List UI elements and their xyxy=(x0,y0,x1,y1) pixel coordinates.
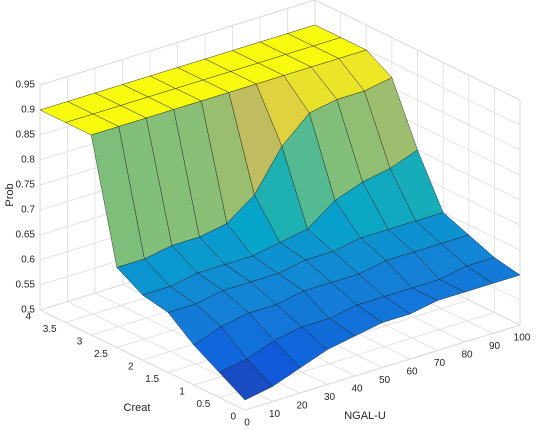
z-tick-label: 0.85 xyxy=(16,130,36,141)
y-tick-label: 3 xyxy=(77,337,83,348)
y-tick-label: 4 xyxy=(25,312,31,323)
x-tick-label: 10 xyxy=(269,409,281,420)
z-tick-label: 0.5 xyxy=(21,305,35,316)
z-tick-label: 0.6 xyxy=(21,255,35,266)
x-axis-label: NGAL-U xyxy=(344,410,386,422)
x-tick-label: 30 xyxy=(324,392,336,403)
y-tick-label: 2 xyxy=(128,362,134,373)
y-tick-label: 1.5 xyxy=(145,374,159,385)
y-tick-label: 2.5 xyxy=(94,349,108,360)
x-tick-label: 40 xyxy=(351,384,363,395)
x-tick-label: 20 xyxy=(296,401,308,412)
z-axis-label: Prob xyxy=(4,183,16,206)
z-tick-label: 0.65 xyxy=(16,230,36,241)
surface-patch xyxy=(218,358,273,401)
y-tick-label: 3.5 xyxy=(43,324,57,335)
x-tick-label: 80 xyxy=(461,350,473,361)
z-tick-label: 0.8 xyxy=(21,155,35,166)
z-tick-label: 0.95 xyxy=(16,80,36,91)
z-tick-label: 0.7 xyxy=(21,205,35,216)
x-tick-label: 100 xyxy=(514,333,531,344)
z-tick-label: 0.75 xyxy=(16,180,36,191)
z-tick-label: 0.55 xyxy=(16,280,36,291)
grid-line xyxy=(244,324,521,411)
y-axis-label: Creat xyxy=(124,402,151,414)
x-tick-label: 90 xyxy=(489,341,501,352)
y-tick-label: 1 xyxy=(179,387,185,398)
z-tick-label: 0.9 xyxy=(21,105,35,116)
x-tick-label: 0 xyxy=(244,418,250,429)
y-tick-label: 0.5 xyxy=(196,399,210,410)
x-tick-label: 50 xyxy=(379,375,391,386)
x-tick-label: 60 xyxy=(406,367,418,378)
y-tick-label: 0 xyxy=(230,412,236,423)
x-tick-label: 70 xyxy=(434,358,446,369)
